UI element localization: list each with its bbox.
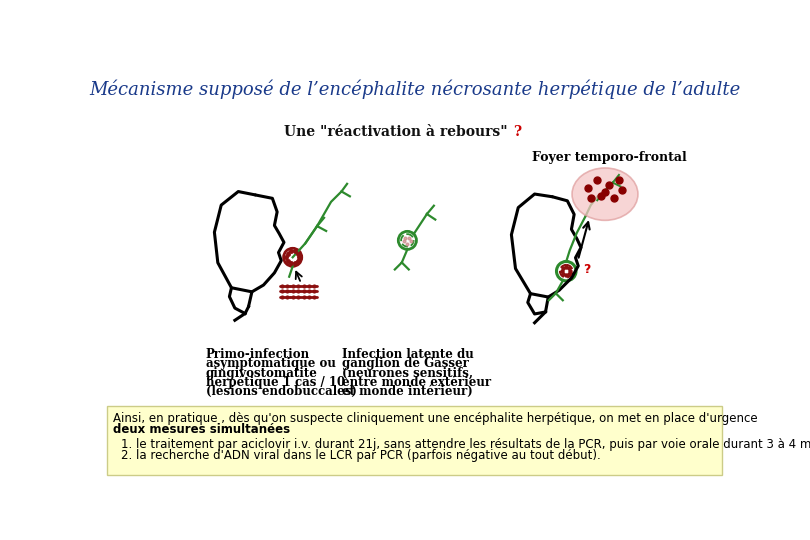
Text: ?: ? — [583, 262, 590, 276]
FancyBboxPatch shape — [108, 406, 722, 475]
Text: gingivostomatite: gingivostomatite — [206, 367, 318, 380]
Text: (lésions endobuccales): (lésions endobuccales) — [206, 385, 356, 398]
Text: Une "réactivation à rebours": Une "réactivation à rebours" — [284, 125, 512, 139]
Text: Infection latente du: Infection latente du — [342, 348, 473, 361]
Text: et monde intérieur): et monde intérieur) — [342, 385, 472, 398]
Text: deux mesures simultanées: deux mesures simultanées — [113, 423, 290, 436]
Text: 1. le traitement par aciclovir i.v. durant 21j, sans attendre les résultats de l: 1. le traitement par aciclovir i.v. dura… — [121, 438, 810, 451]
Text: entre monde extérieur: entre monde extérieur — [342, 376, 491, 389]
Text: ganglion de Gasser: ganglion de Gasser — [342, 357, 468, 370]
Text: Ainsi, en pratique , dès qu'on suspecte cliniquement une encéphalite herpétique,: Ainsi, en pratique , dès qu'on suspecte … — [113, 412, 757, 425]
Text: ?: ? — [514, 125, 522, 139]
Text: (neurones sensitifs,: (neurones sensitifs, — [342, 367, 472, 380]
Text: 2. la recherche d'ADN viral dans le LCR par PCR (parfois négative au tout début): 2. la recherche d'ADN viral dans le LCR … — [121, 449, 600, 462]
Text: :: : — [220, 423, 228, 436]
Text: Primo-infection: Primo-infection — [206, 348, 310, 361]
Ellipse shape — [572, 168, 638, 220]
Text: Foyer temporo-frontal: Foyer temporo-frontal — [531, 151, 686, 164]
Text: Mécanisme supposé de l’encéphalite nécrosante herpétique de l’adulte: Mécanisme supposé de l’encéphalite nécro… — [89, 80, 741, 99]
Text: herpétique 1 cas / 10: herpétique 1 cas / 10 — [206, 376, 345, 389]
Text: asymptomatique ou: asymptomatique ou — [206, 357, 336, 370]
